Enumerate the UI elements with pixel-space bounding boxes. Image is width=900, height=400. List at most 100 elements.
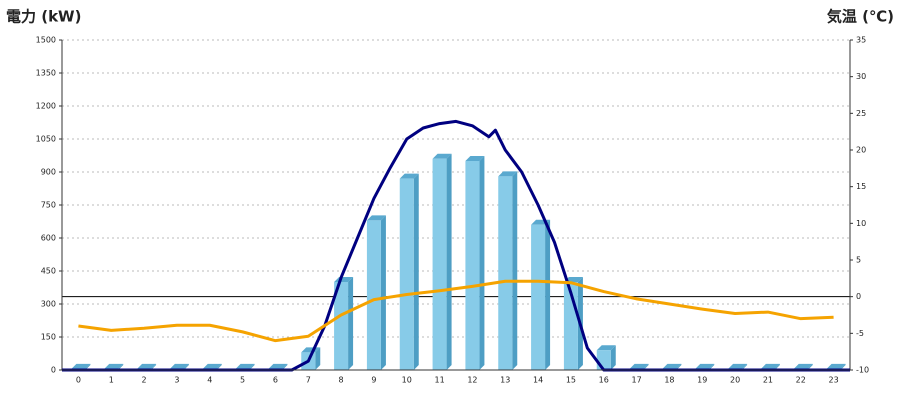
bar-top [465, 156, 485, 161]
x-tick-label: 9 [371, 376, 376, 385]
bar-top [826, 363, 846, 369]
bar-front [432, 158, 447, 370]
bar [531, 219, 551, 370]
x-tick-label: 7 [306, 376, 311, 385]
bar-top [366, 215, 386, 221]
bar [334, 277, 354, 370]
y-tick-label: 750 [41, 201, 56, 210]
x-tick-label: 10 [402, 376, 412, 385]
bar-front [531, 224, 546, 370]
bar-side [610, 345, 616, 370]
bar-top [728, 363, 748, 369]
bar-side [380, 215, 386, 370]
bar-top [629, 363, 649, 369]
x-tick-label: 12 [467, 376, 477, 385]
y2-tick-label: 30 [856, 72, 866, 81]
y-tick-label: 1500 [36, 36, 56, 45]
bar-top [760, 363, 780, 369]
y2-tick-label: 20 [856, 146, 866, 155]
bar-top [563, 277, 583, 282]
bar-front [465, 161, 480, 370]
y2-tick-label: 5 [856, 256, 861, 265]
y-tick-label: 1350 [36, 69, 56, 78]
bar-side [512, 171, 518, 370]
bar-front [596, 350, 611, 370]
y-tick-label: 600 [41, 234, 56, 243]
y2-tick-label: -10 [856, 366, 869, 375]
bar-top [71, 363, 91, 369]
x-tick-label: 20 [730, 376, 740, 385]
bar-side [413, 173, 419, 370]
bar-side [709, 363, 715, 370]
bar-top [695, 363, 715, 369]
x-tick-label: 8 [339, 376, 344, 385]
x-tick-label: 4 [207, 376, 212, 385]
x-tick-label: 1 [109, 376, 114, 385]
bar-side [315, 347, 321, 370]
bar-side [676, 363, 682, 370]
bar-top [498, 171, 518, 177]
y2-tick-label: 0 [856, 292, 861, 301]
bar-side [85, 363, 91, 370]
x-tick-label: 5 [240, 376, 245, 385]
bar-top [399, 173, 419, 179]
bar-side [643, 363, 649, 370]
x-tick-label: 21 [763, 376, 773, 385]
bar-side [183, 363, 189, 370]
y-tick-label: 150 [41, 333, 56, 342]
y2-tick-label: 35 [856, 36, 866, 45]
bar-side [840, 363, 846, 370]
bar-side [742, 363, 748, 370]
bar-top [235, 363, 255, 369]
x-tick-label: 23 [828, 376, 838, 385]
y-axis-title: 電力 (kW) [6, 8, 81, 26]
y2-tick-label: -5 [856, 329, 864, 338]
x-tick-label: 16 [599, 376, 609, 385]
y-tick-label: 0 [51, 366, 56, 375]
bar [465, 156, 485, 370]
bar-top [137, 363, 157, 369]
y2-tick-label: 10 [856, 219, 866, 228]
y-tick-label: 300 [41, 300, 56, 309]
bar [498, 171, 518, 370]
x-tick-label: 15 [566, 376, 576, 385]
line [78, 279, 834, 343]
bar-top [596, 345, 616, 351]
x-tick-label: 2 [142, 376, 147, 385]
bar-side [118, 363, 124, 370]
x-tick-label: 14 [533, 376, 543, 385]
bar-top [169, 363, 189, 369]
x-tick-label: 0 [76, 376, 81, 385]
bar-side [446, 153, 452, 370]
bar-front [334, 282, 349, 370]
x-tick-label: 11 [434, 376, 444, 385]
x-tick-label: 3 [174, 376, 179, 385]
y-tick-label: 1050 [36, 135, 56, 144]
x-tick-label: 17 [631, 376, 641, 385]
bar-front [399, 178, 414, 370]
x-tick-label: 22 [796, 376, 806, 385]
bar [432, 153, 452, 370]
y2-tick-label: 15 [856, 182, 866, 191]
bar-side [807, 363, 813, 370]
bar-top [793, 363, 813, 369]
x-tick-label: 13 [500, 376, 510, 385]
bar-front [498, 176, 513, 370]
bar [366, 215, 386, 370]
bar-top [432, 153, 452, 159]
bar-top [104, 363, 124, 369]
y2-tick-label: 25 [856, 109, 866, 118]
bar-side [151, 363, 157, 370]
bar-side [545, 219, 551, 370]
bar-side [216, 363, 222, 370]
y-tick-label: 1200 [36, 102, 56, 111]
bar-side [479, 156, 485, 370]
bar-side [282, 363, 288, 370]
x-tick-label: 6 [273, 376, 278, 385]
y-tick-label: 900 [41, 168, 56, 177]
y2-axis-title: 気温 (℃) [827, 8, 894, 26]
bar-side [249, 363, 255, 370]
bar-top [268, 363, 288, 369]
bar-top [202, 363, 222, 369]
